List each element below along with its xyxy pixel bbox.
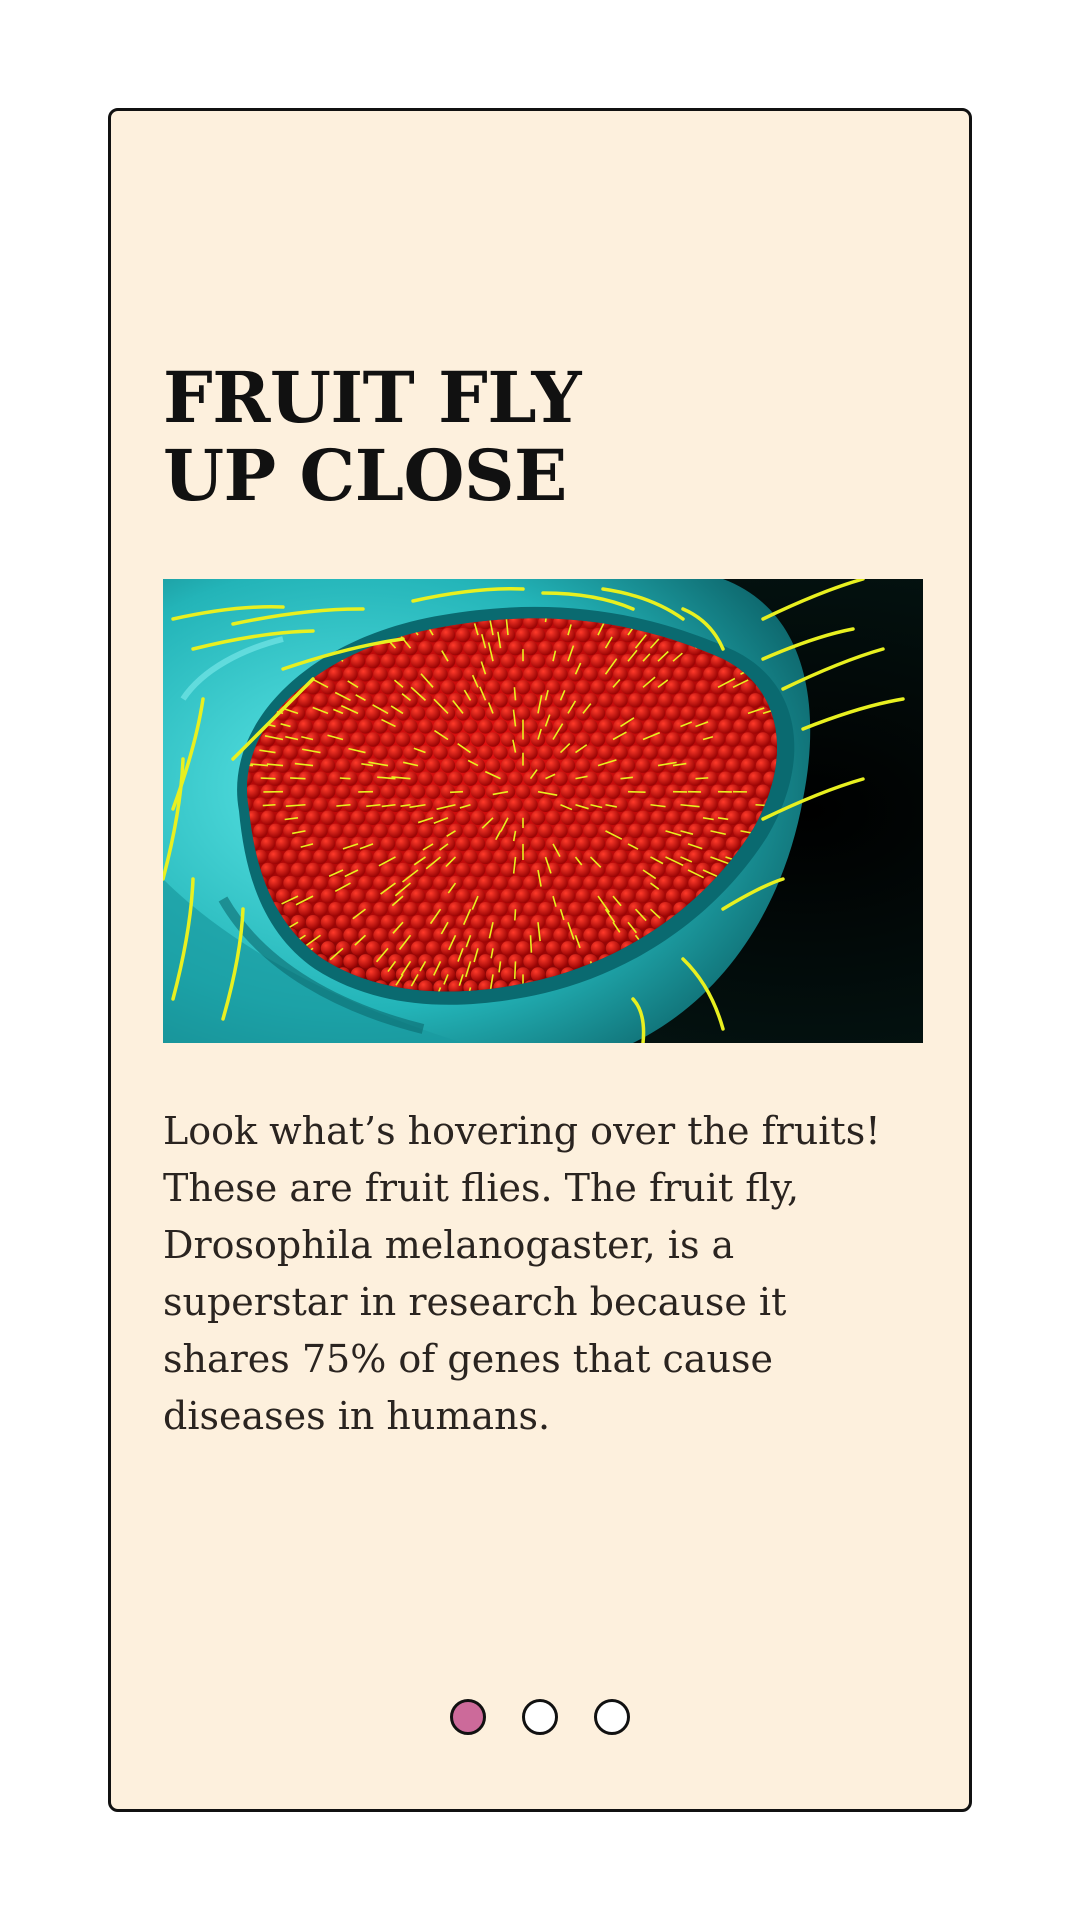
pagination-dot-3[interactable] — [594, 1699, 630, 1735]
pagination-dot-2[interactable] — [522, 1699, 558, 1735]
slide-description: Look what’s hovering over the fruits! Th… — [163, 1109, 881, 1438]
pagination-dots — [111, 1699, 969, 1735]
slide-card: FRUIT FLY UP CLOSE — [108, 108, 972, 1812]
pagination-dot-1[interactable] — [450, 1699, 486, 1735]
slide-title: FRUIT FLY UP CLOSE — [163, 356, 582, 517]
fruit-fly-eye-image — [163, 579, 923, 1043]
